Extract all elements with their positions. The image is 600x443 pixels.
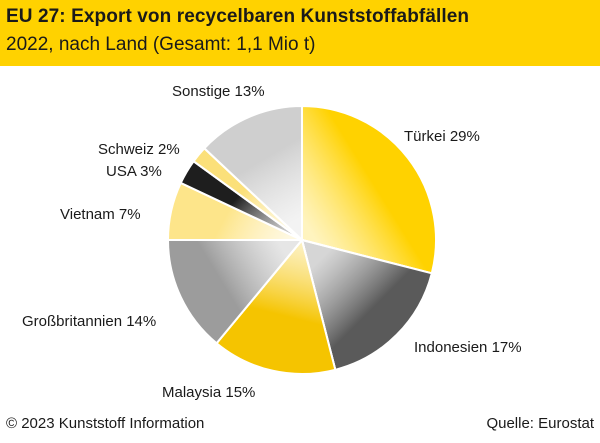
- chart-area: Türkei 29% Indonesien 17% Malaysia 15% Groß…: [0, 66, 600, 401]
- slice-label-schweiz: Schweiz 2%: [98, 141, 180, 158]
- pie-slice-shade-großbritannien: [166, 239, 305, 345]
- slice-label-usa: USA 3%: [106, 163, 162, 180]
- chart-footer: © 2023 Kunststoff Information Quelle: Eu…: [0, 401, 600, 443]
- slice-label-malaysia: Malaysia 15%: [162, 384, 255, 401]
- copyright-note: © 2023 Kunststoff Information: [6, 415, 205, 432]
- pie-slice-shade-türkei: [301, 104, 437, 275]
- slice-label-vietnam: Vietnam 7%: [60, 206, 141, 223]
- source-note: Quelle: Eurostat: [486, 415, 594, 432]
- slice-label-sonstige: Sonstige 13%: [172, 83, 265, 100]
- pie-slice-shade-indonesien: [300, 238, 434, 372]
- slice-label-großbritannien: Großbritannien 14%: [22, 313, 156, 330]
- pie-slice-shade-sonstige: [202, 104, 303, 243]
- chart-title: EU 27: Export von recycelbaren Kunststof…: [6, 6, 470, 27]
- pie-slice-shade-malaysia: [215, 237, 337, 375]
- slice-label-türkei: Türkei 29%: [404, 128, 480, 145]
- chart-header: EU 27: Export von recycelbaren Kunststof…: [0, 0, 600, 66]
- pie-chart: Türkei 29% Indonesien 17% Malaysia 15% Groß…: [22, 83, 522, 401]
- chart-subtitle: 2022, nach Land (Gesamt: 1,1 Mio t): [6, 34, 316, 55]
- slice-label-indonesien: Indonesien 17%: [414, 339, 522, 356]
